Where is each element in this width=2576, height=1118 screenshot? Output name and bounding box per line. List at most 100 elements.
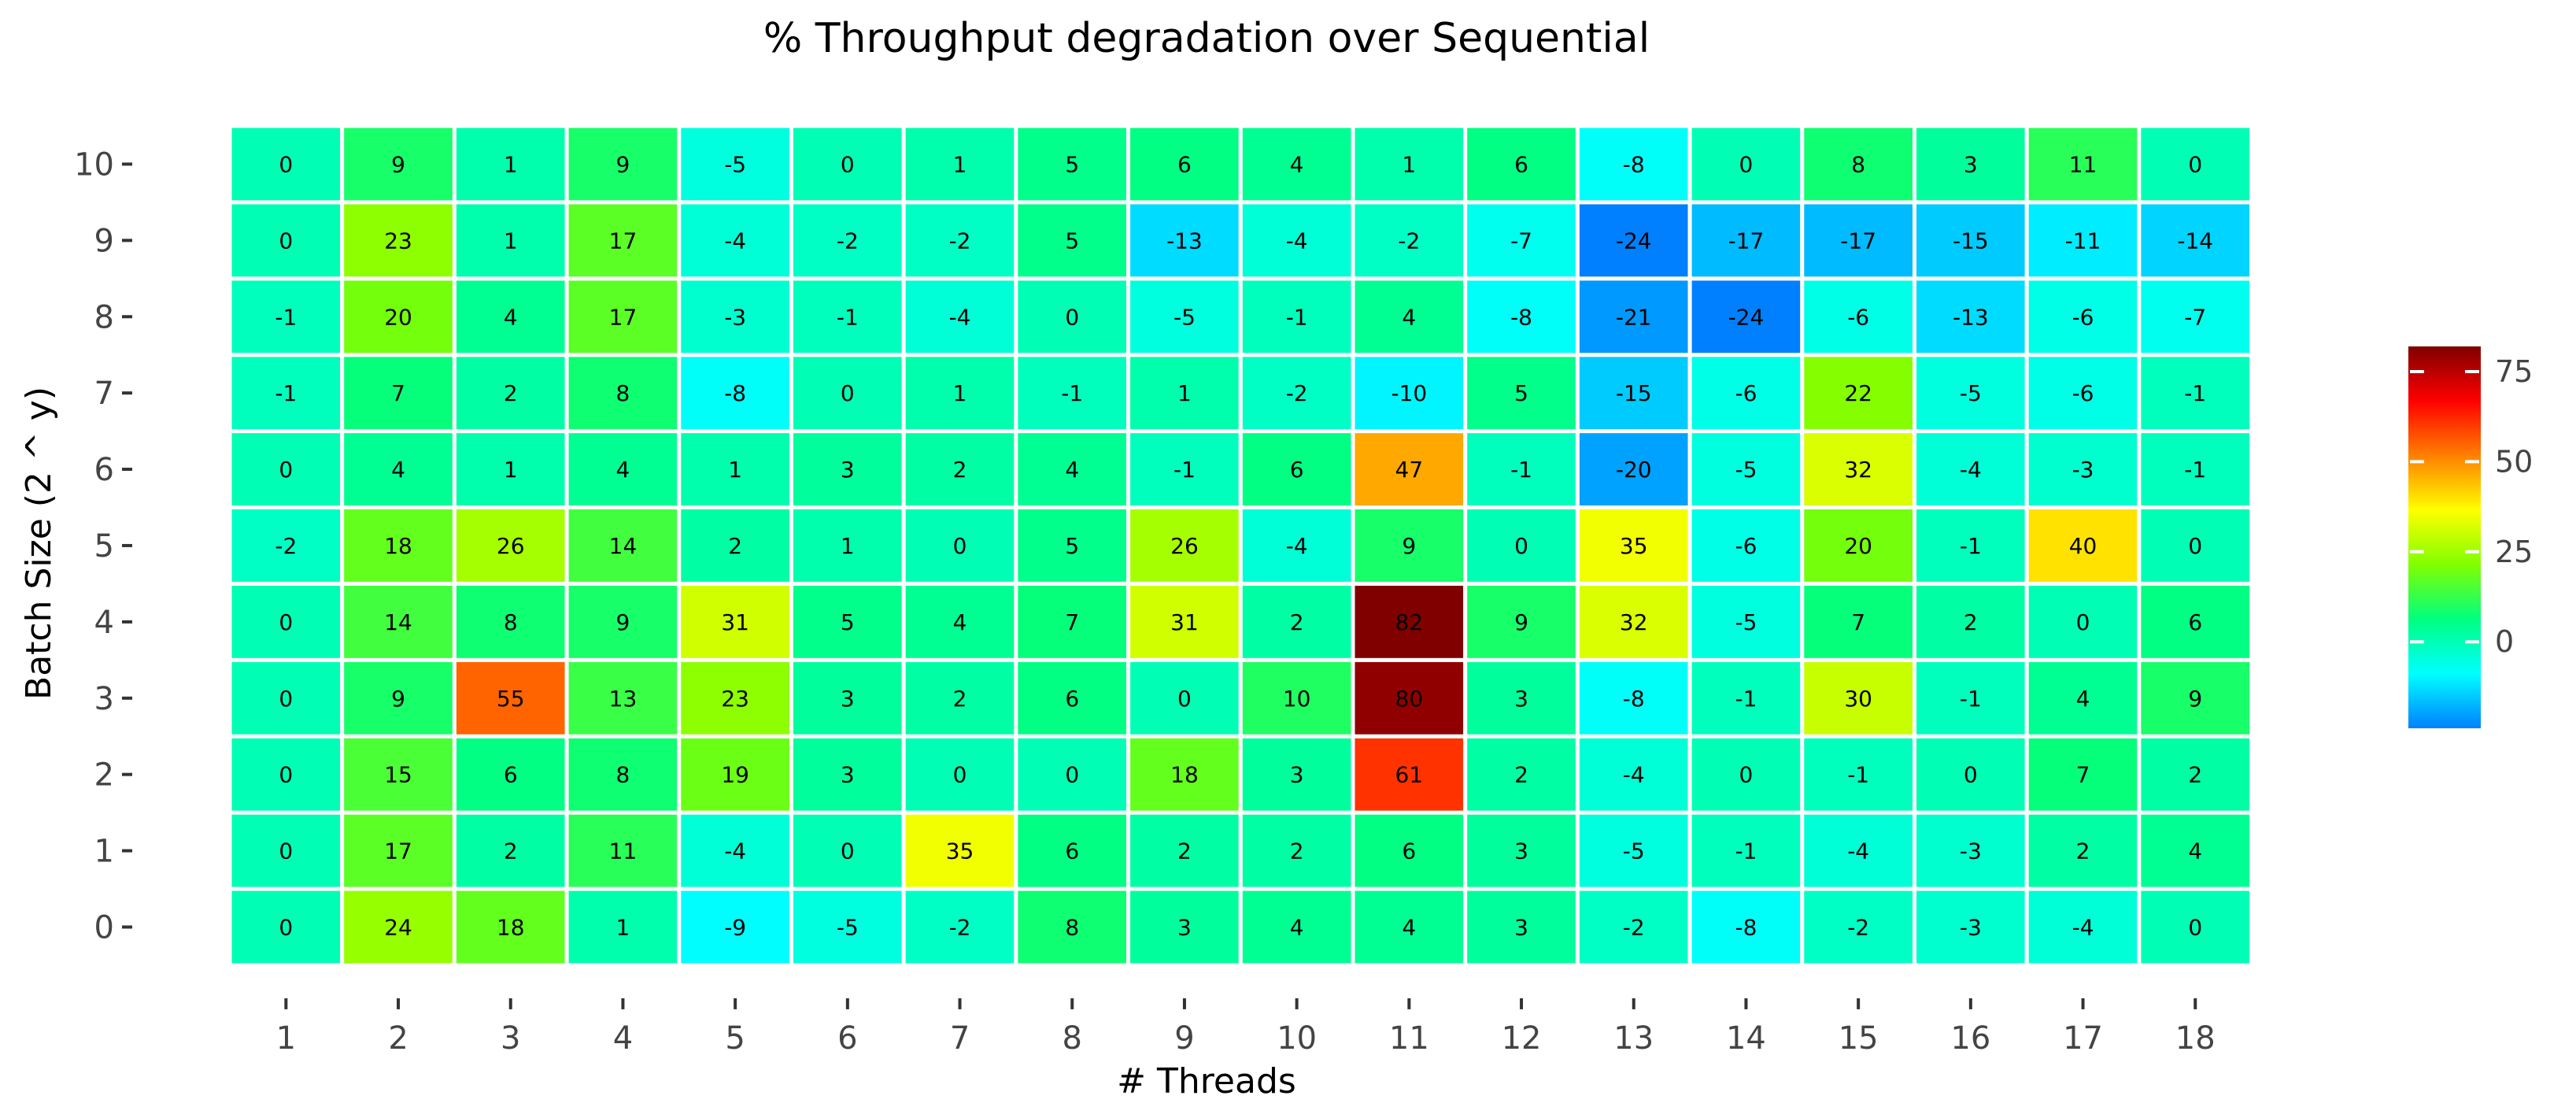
cell-value-label: -1	[2184, 380, 2206, 406]
heatmap-cell	[789, 887, 906, 968]
heatmap-cell	[1126, 200, 1243, 281]
cell-value-label: 0	[279, 838, 293, 864]
x-tick-label: 17	[2063, 1020, 2103, 1057]
cell-value-label: 0	[1964, 762, 1978, 788]
cell-value-label: 0	[1739, 762, 1754, 788]
cell-value-label: 0	[1177, 686, 1192, 712]
cell-value-label: -5	[1735, 457, 1757, 483]
cell-value-label: -8	[1510, 304, 1532, 330]
heatmap-cells: 0 24 18 1 -9 -5 -2 8 3 4 4 3 -2 -8 -2 -3 -4 00 17 2 11 -4 0 35 6…	[227, 124, 2254, 968]
cell-value-label: 4	[1290, 151, 1304, 177]
cell-value-label: 6	[1177, 151, 1192, 177]
heatmap-cell	[1126, 124, 1243, 205]
cell-value-label: 0	[1065, 762, 1079, 788]
cell-value-label: -8	[724, 380, 746, 406]
cell-value-label: 35	[946, 838, 974, 864]
cell-value-label: 1	[1177, 380, 1192, 406]
heatmap-cell	[1238, 734, 1355, 815]
heatmap-cell	[901, 353, 1018, 434]
heatmap-cell	[2024, 734, 2142, 815]
cell-value-label: 8	[1851, 151, 1865, 177]
cell-value-label: 5	[1065, 533, 1079, 559]
cell-value-label: -7	[1510, 228, 1532, 254]
cell-value-label: 1	[504, 228, 518, 254]
cell-value-label: -6	[1735, 533, 1757, 559]
heatmap-cell	[1800, 810, 1917, 891]
heatmap-cell	[1575, 657, 1692, 739]
x-tick-label: 16	[1950, 1020, 1990, 1057]
cell-value-label: 14	[384, 609, 412, 635]
heatmap-cell	[2024, 810, 2142, 891]
cell-value-label: 61	[1395, 762, 1424, 788]
heatmap-cell	[1463, 429, 1580, 509]
colorbar-tick-label: 25	[2495, 535, 2533, 569]
cell-value-label: -1	[1960, 533, 1982, 559]
heatmap-cell	[1687, 734, 1805, 815]
heatmap-cell	[2137, 887, 2254, 968]
cell-value-label: 3	[841, 457, 855, 483]
heatmap-cell	[227, 810, 345, 891]
cell-value-label: -13	[1166, 228, 1203, 254]
colorbar: 0 25 50 75	[2408, 346, 2533, 728]
cell-value-label: 3	[1514, 838, 1528, 864]
y-tick-label: 10	[74, 146, 114, 183]
cell-value-label: 11	[2069, 151, 2097, 177]
cell-value-label: -2	[1398, 228, 1420, 254]
cell-value-label: 2	[728, 533, 742, 559]
cell-value-label: -5	[1173, 304, 1196, 330]
cell-value-label: 4	[1402, 304, 1416, 330]
cell-value-label: 0	[279, 609, 293, 635]
heatmap-cell	[1800, 276, 1917, 357]
cell-value-label: -4	[1286, 533, 1308, 559]
cell-value-label: 3	[1514, 686, 1528, 712]
cell-value-label: -5	[1960, 380, 1982, 406]
cell-value-label: 4	[1065, 457, 1079, 483]
cell-value-label: -6	[2072, 380, 2094, 406]
cell-value-label: 2	[2188, 762, 2202, 788]
cell-value-label: 31	[721, 609, 749, 635]
cell-value-label: 0	[2188, 533, 2202, 559]
x-tick-label: 18	[2175, 1020, 2216, 1057]
x-axis: 1 2 3 4 5 6 7 8 9 10 11 12 13 14 15 16 17 18	[276, 998, 2216, 1057]
heatmap-cell	[789, 124, 906, 205]
cell-value-label: 80	[1395, 686, 1424, 712]
heatmap-cell	[564, 887, 682, 968]
heatmap-cell	[1014, 734, 1131, 815]
cell-value-label: 31	[1170, 609, 1199, 635]
cell-value-label: 2	[1964, 609, 1978, 635]
x-tick-label: 5	[725, 1020, 745, 1057]
cell-value-label: -4	[1623, 762, 1645, 788]
heatmap-cell	[789, 657, 906, 739]
heatmap-cell	[1800, 887, 1917, 968]
heatmap-cell	[2137, 124, 2254, 205]
cell-value-label: -3	[1960, 838, 1982, 864]
heatmap-cell	[340, 353, 456, 434]
heatmap-cell	[2024, 657, 2142, 739]
cell-value-label: 55	[497, 686, 525, 712]
heatmap-cell	[2137, 200, 2254, 281]
heatmap-cell	[677, 200, 793, 281]
cell-value-label: 47	[1395, 457, 1424, 483]
x-tick-label: 4	[613, 1020, 633, 1057]
heatmap-cell	[1463, 200, 1580, 281]
heatmap-cell	[789, 505, 906, 586]
x-tick-label: 3	[501, 1020, 520, 1057]
heatmap-cell	[789, 581, 906, 662]
cell-value-label: -2	[949, 228, 971, 254]
cell-value-label: -4	[724, 228, 746, 254]
cell-value-label: 20	[1844, 533, 1872, 559]
cell-value-label: -6	[1735, 380, 1757, 406]
cell-value-label: -3	[1960, 914, 1982, 940]
cell-value-label: 23	[721, 686, 749, 712]
heatmap-cell	[2024, 887, 2142, 968]
cell-value-label: 1	[616, 914, 630, 940]
heatmap-cell	[677, 124, 793, 205]
cell-value-label: 6	[1402, 838, 1416, 864]
cell-value-label: -1	[2184, 457, 2206, 483]
y-tick-label: 5	[94, 528, 114, 565]
heatmap-cell	[1014, 200, 1131, 281]
heatmap-cell	[1575, 887, 1692, 968]
cell-value-label: 0	[1514, 533, 1528, 559]
cell-value-label: 1	[841, 533, 855, 559]
y-tick-label: 4	[94, 605, 114, 641]
